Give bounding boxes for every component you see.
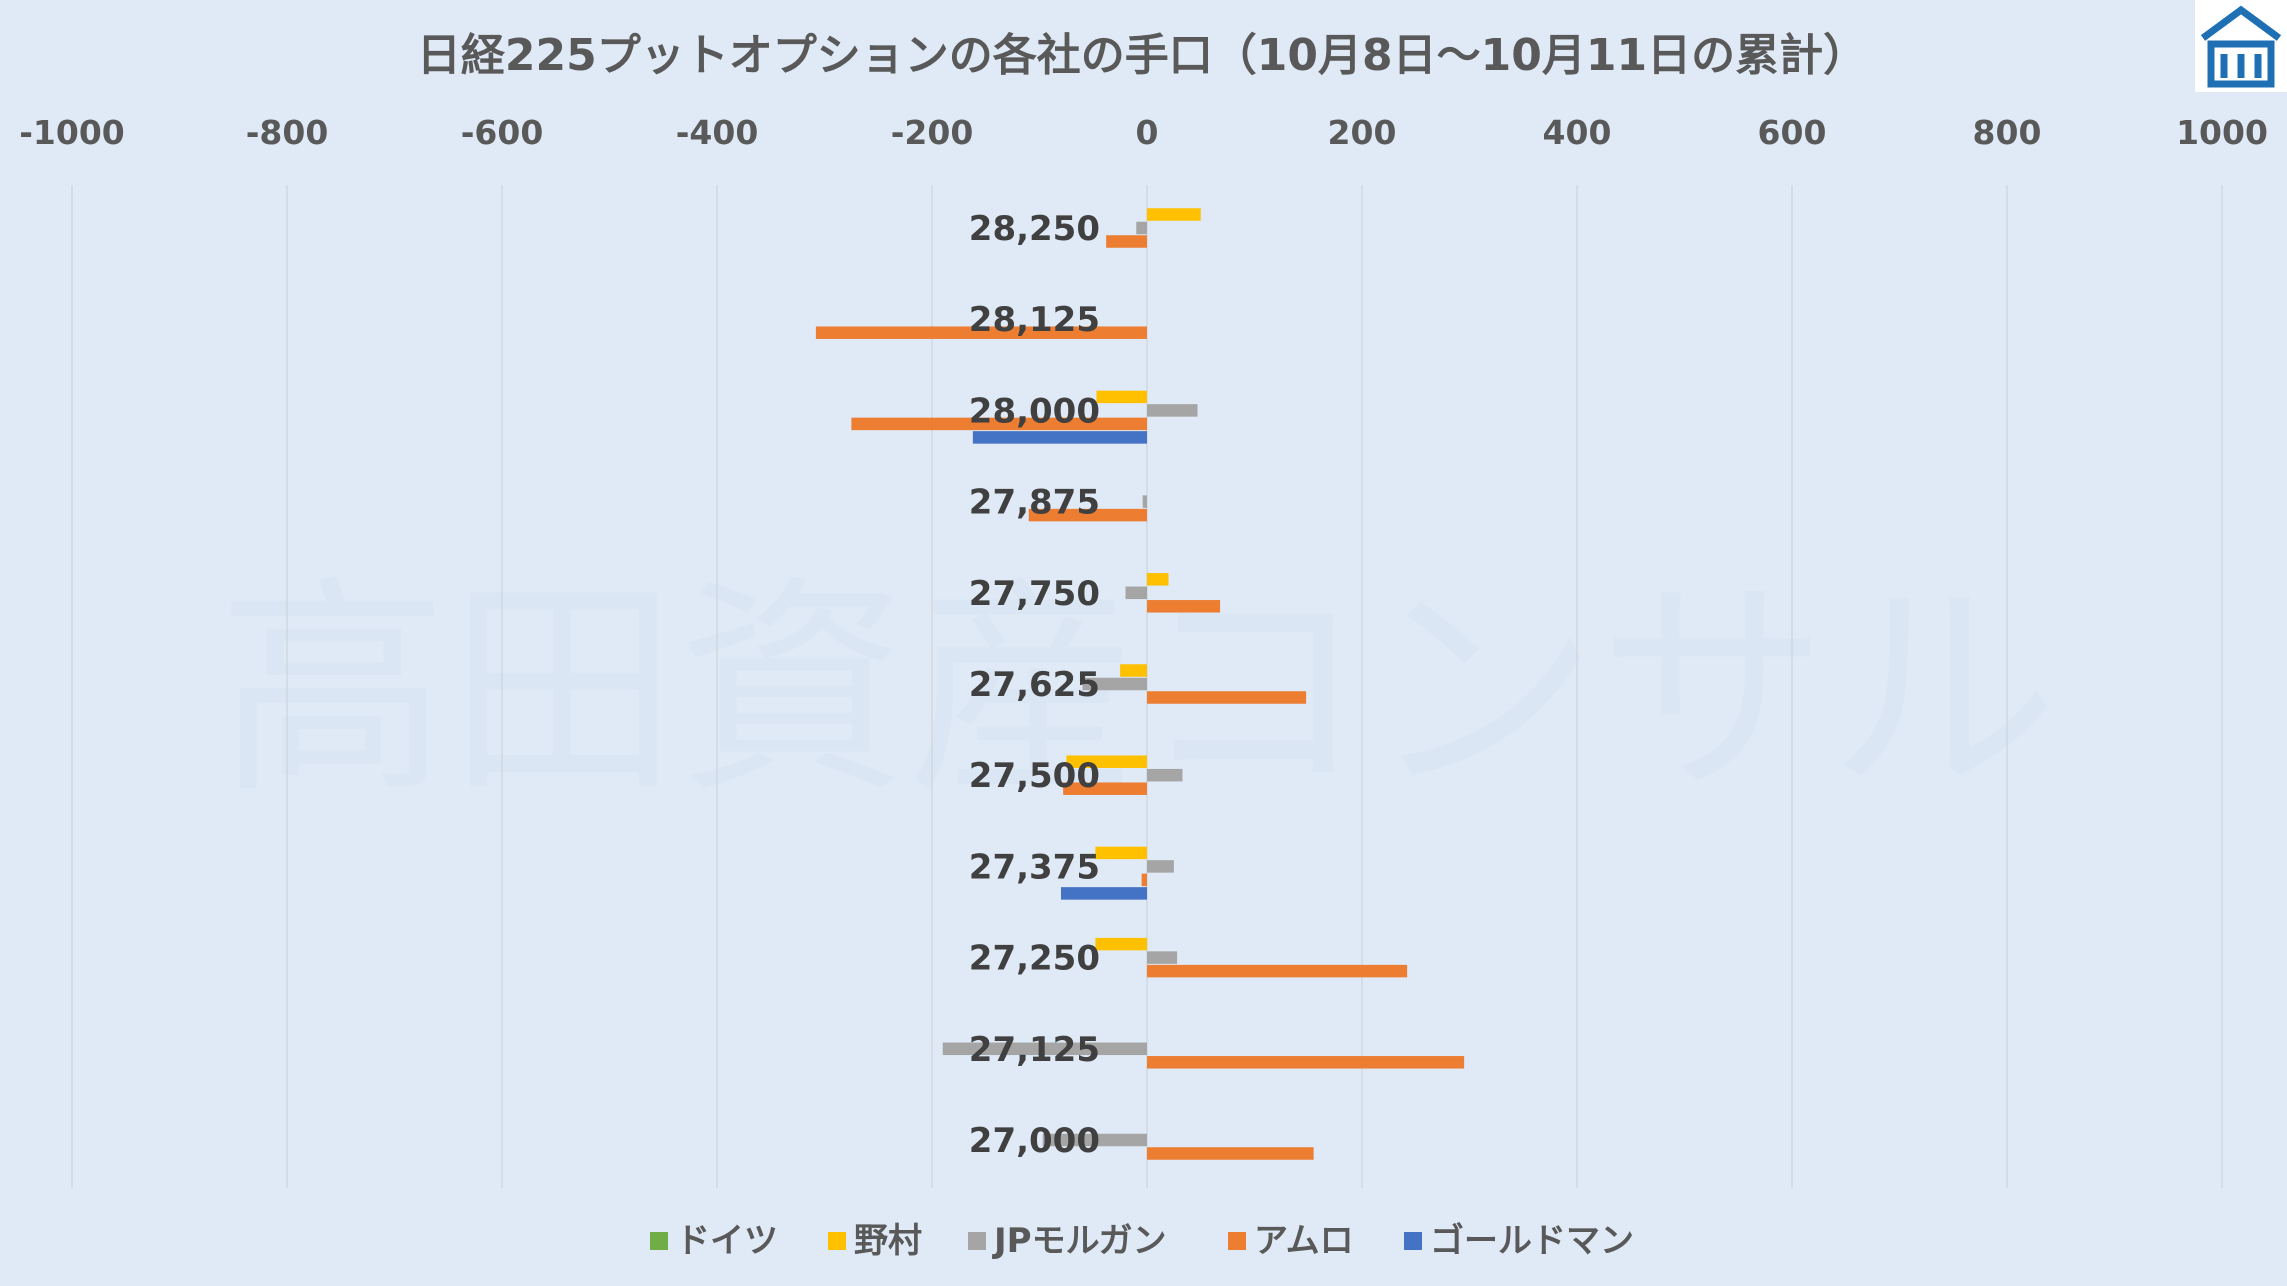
- building-logo-icon: [2200, 5, 2282, 88]
- bar: [815, 326, 1147, 339]
- bar: [1147, 573, 1169, 586]
- bar: [1147, 1147, 1314, 1160]
- y-category-label: 27,500: [969, 756, 1100, 796]
- y-category-label: 28,250: [969, 209, 1100, 249]
- x-tick-label: 1000: [2176, 113, 2268, 152]
- y-category-label: 27,125: [969, 1030, 1100, 1070]
- x-tick-label: -600: [461, 113, 544, 152]
- x-tick-label: -200: [891, 113, 974, 152]
- chart-title: 日経225プットオプションの各社の手口（10月8日～10月11日の累計）: [417, 30, 1867, 81]
- bar: [1106, 235, 1147, 248]
- bar: [1147, 964, 1408, 978]
- legend-label: JPモルガン: [992, 1221, 1167, 1261]
- y-category-label: 27,375: [969, 847, 1100, 887]
- x-axis-ticks: -1000 -800 -600 -400 -200 0 200 400 600 800 1000: [19, 113, 2268, 152]
- logo: [2195, 0, 2287, 92]
- bar: [1096, 390, 1147, 404]
- legend-item: JPモルガン: [968, 1221, 1167, 1261]
- x-tick-label: 800: [1973, 113, 2042, 152]
- bar: [1082, 677, 1147, 691]
- bar: [1147, 600, 1221, 613]
- bar: [972, 431, 1147, 444]
- bar: [1147, 768, 1183, 782]
- bar: [1141, 873, 1147, 887]
- bar: [1028, 508, 1147, 522]
- bar: [1125, 586, 1147, 600]
- legend-item: ゴールドマン: [1404, 1221, 1634, 1261]
- watermark: 高田資産コンサル: [218, 558, 2058, 825]
- legend-swatch: [1404, 1232, 1422, 1250]
- x-tick-label: -400: [676, 113, 759, 152]
- x-tick-label: 400: [1543, 113, 1612, 152]
- bar: [1147, 691, 1307, 704]
- legend-item: アムロ: [1228, 1221, 1354, 1261]
- bar: [1147, 1056, 1465, 1069]
- legend-label: ドイツ: [676, 1221, 778, 1261]
- x-tick-label: 200: [1328, 113, 1397, 152]
- bar: [1147, 404, 1198, 417]
- legend-item: ドイツ: [650, 1221, 778, 1261]
- bar: [1095, 937, 1147, 951]
- y-category-label: 28,000: [969, 391, 1100, 431]
- bar: [851, 417, 1147, 431]
- bar: [1147, 860, 1174, 873]
- x-tick-label: 600: [1758, 113, 1827, 152]
- legend: ドイツ 野村 JPモルガン アムロ ゴールドマン: [650, 1221, 1634, 1261]
- bar: [1042, 1133, 1147, 1147]
- x-tick-label: -800: [246, 113, 329, 152]
- y-category-label: 27,250: [969, 939, 1100, 979]
- legend-label: ゴールドマン: [1430, 1221, 1634, 1261]
- bar: [1120, 664, 1147, 677]
- bar: [1095, 846, 1147, 860]
- x-tick-label: -1000: [19, 113, 125, 152]
- legend-label: アムロ: [1254, 1221, 1354, 1261]
- y-category-label: 28,125: [969, 300, 1100, 340]
- bar: [1066, 755, 1147, 768]
- legend-swatch: [828, 1232, 846, 1250]
- y-category-label: 27,875: [969, 483, 1100, 523]
- bar: [942, 1042, 1147, 1056]
- y-category-label: 27,000: [969, 1121, 1100, 1161]
- y-category-label: 27,625: [969, 665, 1100, 705]
- x-tick-label: 0: [1136, 113, 1159, 152]
- bar: [1136, 221, 1147, 235]
- bar: [1061, 887, 1147, 900]
- legend-swatch: [1228, 1232, 1246, 1250]
- bar: [1063, 782, 1147, 795]
- legend-swatch: [650, 1232, 668, 1250]
- legend-label: 野村: [854, 1221, 922, 1261]
- legend-item: 野村: [828, 1221, 922, 1261]
- bar: [1147, 208, 1201, 221]
- legend-swatch: [968, 1232, 986, 1250]
- y-axis-categories: 28,250 28,125 28,000 27,875 27,750 27,625 27,5…: [969, 209, 1100, 1161]
- y-category-label: 27,750: [969, 574, 1100, 614]
- bars: [815, 208, 1465, 1160]
- bar: [1147, 951, 1178, 964]
- bar: [1142, 495, 1147, 508]
